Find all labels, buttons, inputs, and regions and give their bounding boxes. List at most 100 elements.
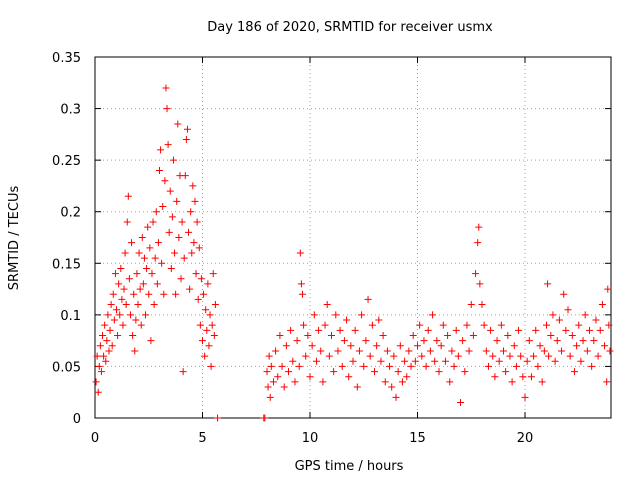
data-point [452, 326, 460, 334]
data-point [604, 285, 612, 293]
data-point [135, 249, 143, 257]
data-point [558, 347, 566, 355]
data-point [192, 270, 200, 278]
data-point [606, 347, 614, 355]
data-point [122, 301, 130, 309]
data-point [489, 352, 497, 360]
y-tick-label: 0 [73, 412, 81, 427]
data-point [340, 337, 348, 345]
data-point [426, 347, 434, 355]
data-point [422, 362, 430, 370]
data-point [120, 285, 128, 293]
data-point [296, 249, 304, 257]
data-point [398, 378, 406, 386]
data-point [433, 337, 441, 345]
data-point [551, 357, 559, 365]
data-point [208, 321, 216, 329]
data-point [544, 280, 552, 288]
data-point [201, 352, 209, 360]
data-point [319, 378, 327, 386]
data-point [472, 270, 480, 278]
data-point [390, 352, 398, 360]
data-point [491, 373, 499, 381]
data-point [175, 234, 183, 241]
data-point [150, 301, 158, 309]
data-point [334, 347, 342, 355]
data-point [598, 301, 606, 309]
data-point [564, 306, 572, 314]
data-point [590, 337, 598, 345]
x-tick-label: 15 [409, 431, 426, 446]
data-point [172, 290, 180, 298]
data-point [379, 331, 387, 339]
data-point [280, 383, 288, 391]
data-point [210, 331, 218, 339]
data-point [306, 373, 314, 381]
data-point [562, 326, 570, 334]
data-point [310, 311, 318, 319]
data-point [343, 316, 351, 324]
data-point [130, 290, 138, 298]
data-point [166, 187, 174, 195]
data-point [435, 368, 443, 376]
data-point [99, 331, 107, 339]
data-point [297, 280, 305, 288]
y-tick-label: 0.15 [52, 257, 81, 272]
data-point [179, 368, 187, 376]
data-point [117, 264, 125, 272]
data-point [190, 239, 198, 247]
data-point [147, 337, 155, 345]
data-point [547, 331, 555, 339]
data-point [487, 326, 495, 334]
data-point [543, 321, 550, 329]
data-point [510, 342, 518, 350]
data-point [109, 290, 117, 298]
data-point [351, 326, 359, 334]
data-point [278, 362, 286, 370]
data-point [377, 357, 385, 365]
data-point [480, 321, 488, 329]
data-point [474, 239, 482, 247]
data-point [111, 270, 119, 278]
data-point [407, 362, 415, 370]
data-point [536, 342, 544, 350]
data-point [199, 337, 206, 345]
data-point [97, 368, 105, 376]
data-point [142, 311, 150, 319]
data-point [504, 331, 512, 339]
data-point [143, 264, 151, 272]
data-point [530, 352, 538, 360]
data-point [174, 120, 182, 128]
data-point [312, 357, 320, 365]
data-point [519, 373, 527, 381]
data-point [104, 311, 112, 319]
data-point [321, 321, 329, 329]
data-point [553, 337, 561, 345]
data-point [345, 373, 353, 381]
chart-title: Day 186 of 2020, SRMTID for receiver usm… [207, 20, 493, 35]
data-point [588, 362, 596, 370]
data-point [484, 362, 492, 370]
data-point [463, 321, 471, 329]
data-point [308, 342, 316, 350]
data-point [187, 208, 195, 216]
data-point [596, 326, 604, 334]
data-point [193, 218, 201, 226]
data-point [276, 331, 284, 339]
data-point [102, 357, 110, 365]
data-point [355, 347, 363, 355]
data-point [129, 331, 137, 339]
data-point [476, 280, 484, 288]
x-tick-label: 0 [91, 431, 99, 446]
data-point [506, 352, 514, 360]
data-point [173, 197, 181, 205]
data-point [469, 331, 477, 339]
data-point [265, 352, 273, 360]
data-point [317, 347, 325, 355]
data-point [525, 337, 533, 345]
data-point [581, 311, 589, 319]
data-point [274, 373, 282, 381]
data-point [300, 321, 308, 329]
data-point [441, 357, 449, 365]
data-point [360, 362, 368, 370]
